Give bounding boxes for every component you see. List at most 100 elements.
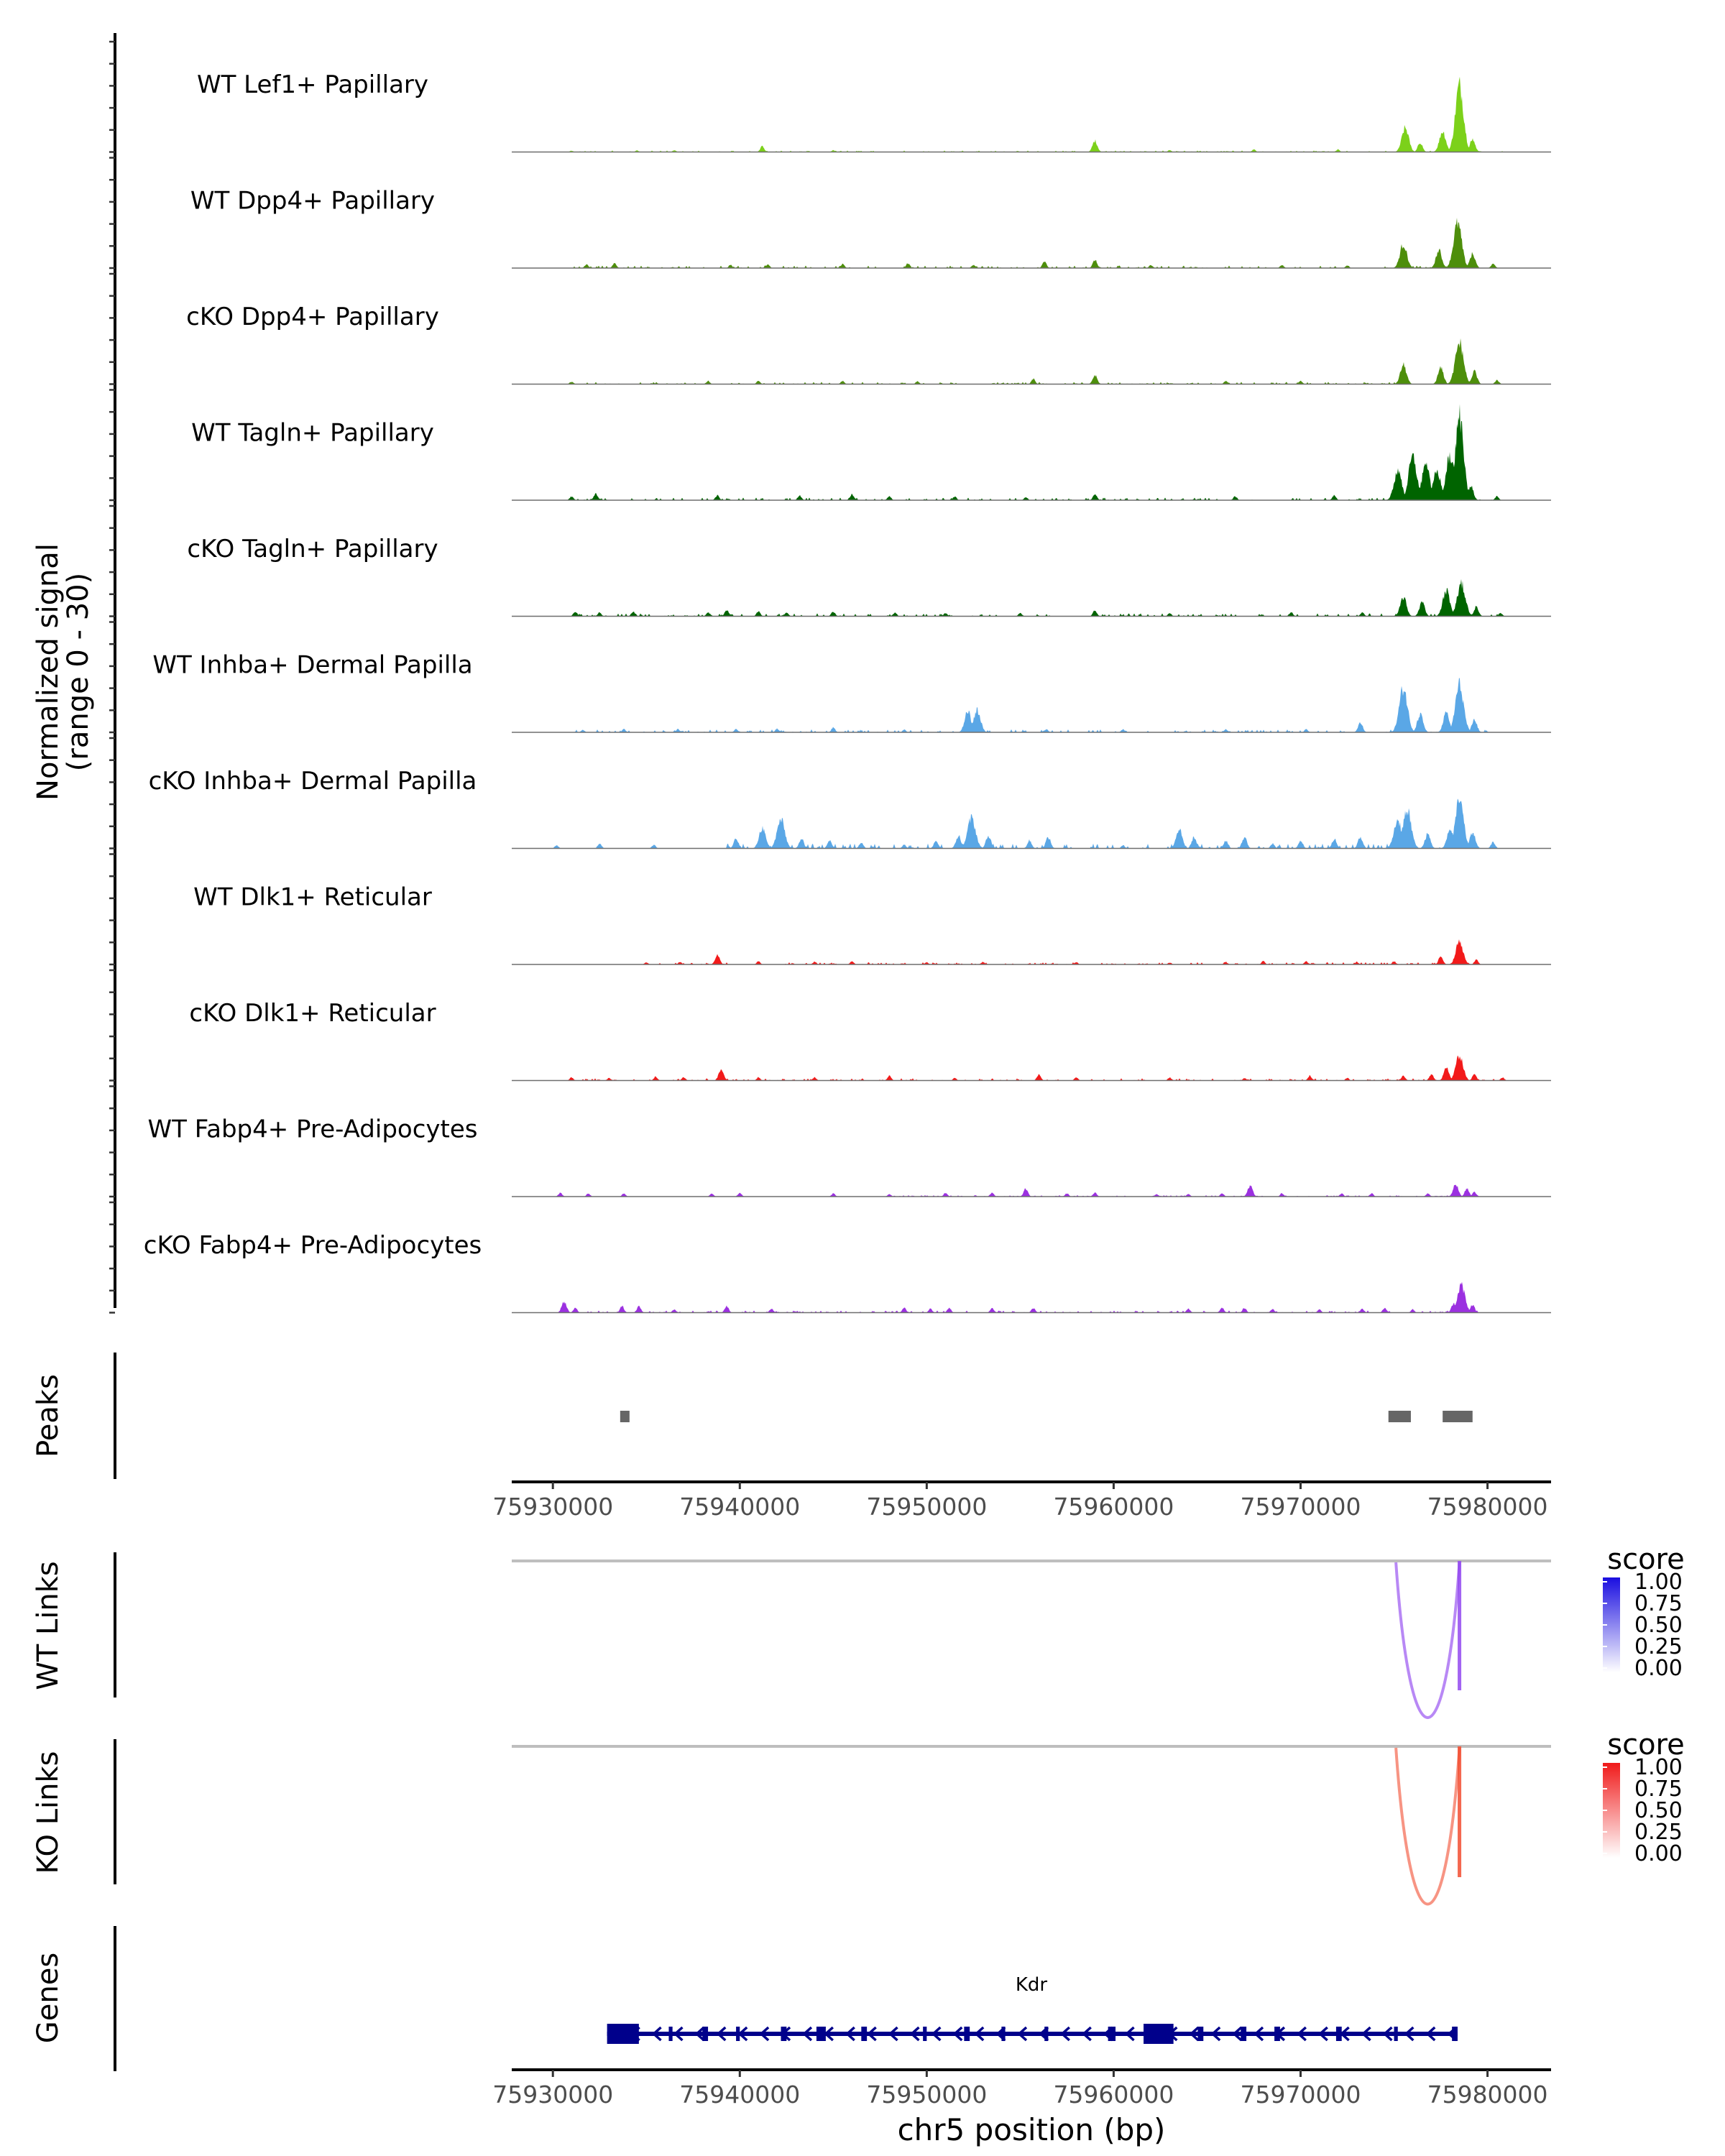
peak-box — [620, 1411, 630, 1422]
exon — [1394, 2027, 1398, 2041]
coverage-area — [512, 404, 1551, 500]
x-tick-label: 75940000 — [679, 2081, 800, 2109]
strand-arrow — [694, 2026, 705, 2042]
x-tick-label: 75980000 — [1427, 2081, 1548, 2109]
coverage-track-6: WT Inhba+ Dermal Papilla — [152, 651, 1551, 733]
exon — [1197, 2027, 1204, 2041]
legend-tick-label: 0.75 — [1634, 1591, 1683, 1616]
link-arc — [1394, 1562, 1461, 1719]
exon — [816, 2027, 826, 2041]
strand-arrow — [1232, 2026, 1243, 2042]
track-label: cKO Dpp4+ Papillary — [186, 303, 439, 331]
x-tick-label: 75960000 — [1053, 1493, 1174, 1521]
strand-arrow — [716, 2026, 727, 2042]
peak-box — [1388, 1411, 1411, 1422]
exon — [607, 2024, 639, 2044]
exon — [1335, 2027, 1342, 2041]
track-label: WT Lef1+ Papillary — [197, 70, 428, 99]
coverage-area — [512, 798, 1551, 849]
strand-arrow — [1210, 2026, 1221, 2042]
strand-arrow — [1189, 2026, 1200, 2042]
coverage-track-5: cKO Tagln+ Papillary — [187, 535, 1551, 617]
track-label: WT Tagln+ Papillary — [191, 419, 434, 448]
legend-tick-label: 0.75 — [1634, 1777, 1683, 1802]
exon — [1108, 2027, 1116, 2041]
track-label: WT Dpp4+ Papillary — [190, 187, 435, 216]
exon — [1044, 2027, 1049, 2041]
coverage-panel: Normalized signal (range 0 - 30) WT Lef1… — [32, 33, 1551, 1314]
ko-links-arcs — [1394, 1746, 1462, 1906]
link-arc — [1394, 1747, 1461, 1906]
exon — [1241, 2027, 1247, 2041]
strand-arrow — [1425, 2026, 1436, 2042]
coverage-track-1: WT Lef1+ Papillary — [197, 70, 1551, 153]
x-tick-label: 75930000 — [492, 2081, 613, 2109]
gene-name-label: Kdr — [1016, 1974, 1048, 1996]
coverage-y-ticks — [109, 40, 115, 1314]
exon — [702, 2027, 709, 2041]
legend-tick-label: 0.00 — [1634, 1841, 1683, 1866]
wt-links-arcs — [1394, 1561, 1462, 1719]
strand-arrow — [1382, 2026, 1393, 2042]
x-axis-top: 75930000 75940000 75950000 75960000 75970000… — [492, 1482, 1548, 1521]
legend-tick-label: 0.50 — [1634, 1613, 1683, 1638]
strand-arrow — [867, 2026, 877, 2042]
peak-box — [1443, 1411, 1473, 1422]
peaks-label: Peaks — [32, 1374, 65, 1457]
strand-arrow — [931, 2026, 942, 2042]
coverage-track-2: WT Dpp4+ Papillary — [190, 187, 1551, 269]
exon — [1274, 2027, 1280, 2041]
strand-arrow — [1017, 2026, 1028, 2042]
coverage-area — [512, 1281, 1551, 1313]
peaks-panel: Peaks 75930000 75940000 75950000 75960000 75… — [32, 1353, 1551, 1521]
strand-arrow — [1060, 2026, 1070, 2042]
coverage-area — [512, 218, 1551, 268]
genes-label: Genes — [32, 1953, 65, 2043]
coverage-track-4: WT Tagln+ Papillary — [191, 404, 1551, 501]
coverage-track-7: cKO Inhba+ Dermal Papilla — [149, 767, 1551, 849]
x-tick-label: 75940000 — [679, 1493, 800, 1521]
peak-intervals — [620, 1411, 1473, 1422]
coverage-ylabel-line1: Normalized signal — [32, 543, 65, 801]
x-tick-label: 75970000 — [1241, 1493, 1361, 1521]
legend-tick-label: 0.50 — [1634, 1798, 1683, 1823]
exon — [923, 2027, 927, 2041]
coverage-area — [512, 579, 1551, 617]
exon — [781, 2027, 787, 2041]
ko-links-label: KO Links — [32, 1751, 65, 1874]
strand-arrow — [952, 2026, 963, 2042]
legend-title: score — [1607, 1543, 1684, 1576]
coverage-area — [512, 939, 1551, 964]
coverage-track-10: WT Fabp4+ Pre-Adipocytes — [148, 1115, 1551, 1197]
x-tick-label: 75950000 — [866, 1493, 987, 1521]
coverage-ylabel-line2: (range 0 - 30) — [62, 573, 95, 771]
track-label: cKO Tagln+ Papillary — [187, 535, 438, 563]
legend-tick-label: 0.25 — [1634, 1820, 1683, 1845]
coverage-area — [512, 1184, 1551, 1197]
strand-arrow — [1254, 2026, 1264, 2042]
gene-model-kdr — [607, 2024, 1458, 2044]
genes-panel: Genes Kdr 75930000 75940000 75950000 759600… — [32, 1926, 1551, 2147]
strand-arrow — [909, 2026, 920, 2042]
x-tick-label: 75950000 — [866, 2081, 987, 2109]
exon — [1452, 2027, 1458, 2041]
strand-arrow — [1124, 2026, 1135, 2042]
x-axis-bottom: 75930000 75940000 75950000 75960000 75970000… — [492, 2070, 1548, 2109]
strand-arrow — [974, 2026, 985, 2042]
x-tick-label: 75970000 — [1241, 2081, 1361, 2109]
legend-tick-label: 1.00 — [1634, 1755, 1683, 1780]
track-label: WT Dlk1+ Reticular — [193, 883, 432, 912]
coverage-track-8: WT Dlk1+ Reticular — [193, 883, 1551, 965]
strand-arrow — [802, 2026, 813, 2042]
exon — [1144, 2024, 1174, 2044]
strand-arrow — [1361, 2026, 1371, 2042]
track-label: WT Fabp4+ Pre-Adipocytes — [148, 1115, 478, 1144]
strand-arrow — [1297, 2026, 1307, 2042]
strand-arrow — [759, 2026, 770, 2042]
exon — [1001, 2027, 1006, 2041]
legend-tick-label: 0.00 — [1634, 1656, 1683, 1681]
strand-arrow — [651, 2026, 662, 2042]
coverage-area — [512, 76, 1551, 152]
